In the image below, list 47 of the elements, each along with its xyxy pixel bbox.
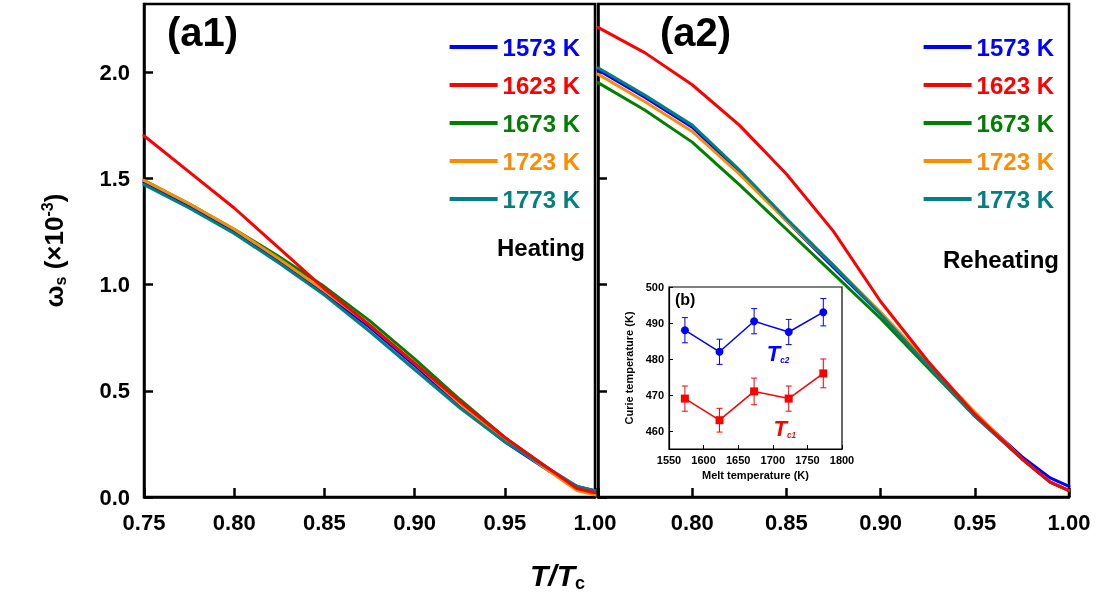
y-tick-label: 500 [645,281,664,293]
y-tick-label: 2.0 [99,59,130,85]
x-tick-label: 1.00 [1047,509,1091,535]
annotation: (a2) [660,10,732,54]
annotation: (b) [675,290,696,308]
legend-label: 1623 K [502,71,581,99]
series-label: Tc2 [766,340,790,366]
x-tick-label: 0.90 [859,509,903,535]
y-axis-title: ωs (×10-3) [38,193,69,308]
y-tick-label: 480 [645,353,664,365]
x-tick-label: 1650 [725,453,751,466]
legend-label: 1623 K [976,71,1055,99]
x-tick-label: 0.75 [122,509,166,535]
x-tick-label: 1800 [829,453,855,466]
y-tick-label: 1.5 [99,165,130,191]
legend-label: 1723 K [502,147,581,175]
y-tick-label: 490 [645,317,664,329]
legend-label: 1773 K [976,185,1055,213]
annotation: (a1) [167,10,239,54]
legend-label: 1573 K [976,33,1055,61]
x-tick-label: 0.85 [302,509,346,535]
x-tick-label: 0.80 [212,509,256,535]
y-tick-label: 1.0 [99,272,130,297]
x-tick-label: 1550 [656,453,682,466]
x-tick-label: 1.00 [573,509,617,535]
legend-label: 1723 K [976,147,1055,175]
legend-label: 1573 K [502,33,581,61]
y-tick-label: 470 [645,389,664,401]
x-tick-label: 1700 [760,453,786,466]
legend-label: 1773 K [502,185,581,213]
legend-label: 1673 K [502,109,581,137]
x-axis-title: Melt temperature (K) [702,469,810,482]
x-tick-label: 0.95 [953,509,997,535]
x-tick-label: 0.90 [393,509,437,535]
x-tick-label: 1750 [795,453,820,466]
x-tick-label: 1600 [691,453,716,466]
legend-label: 1673 K [976,109,1055,137]
y-axis-title: Curie temperature (K) [623,311,636,425]
x-tick-label: 0.95 [483,509,527,535]
annotation: Heating [496,233,586,261]
x-tick-label: 0.85 [764,509,808,535]
y-tick-label: 0.0 [99,484,130,510]
y-tick-label: 460 [645,425,664,437]
annotation: Reheating [942,245,1059,273]
x-tick-label: 0.80 [670,509,714,535]
y-tick-label: 0.5 [99,378,130,404]
series-label: Tc1 [773,416,797,442]
